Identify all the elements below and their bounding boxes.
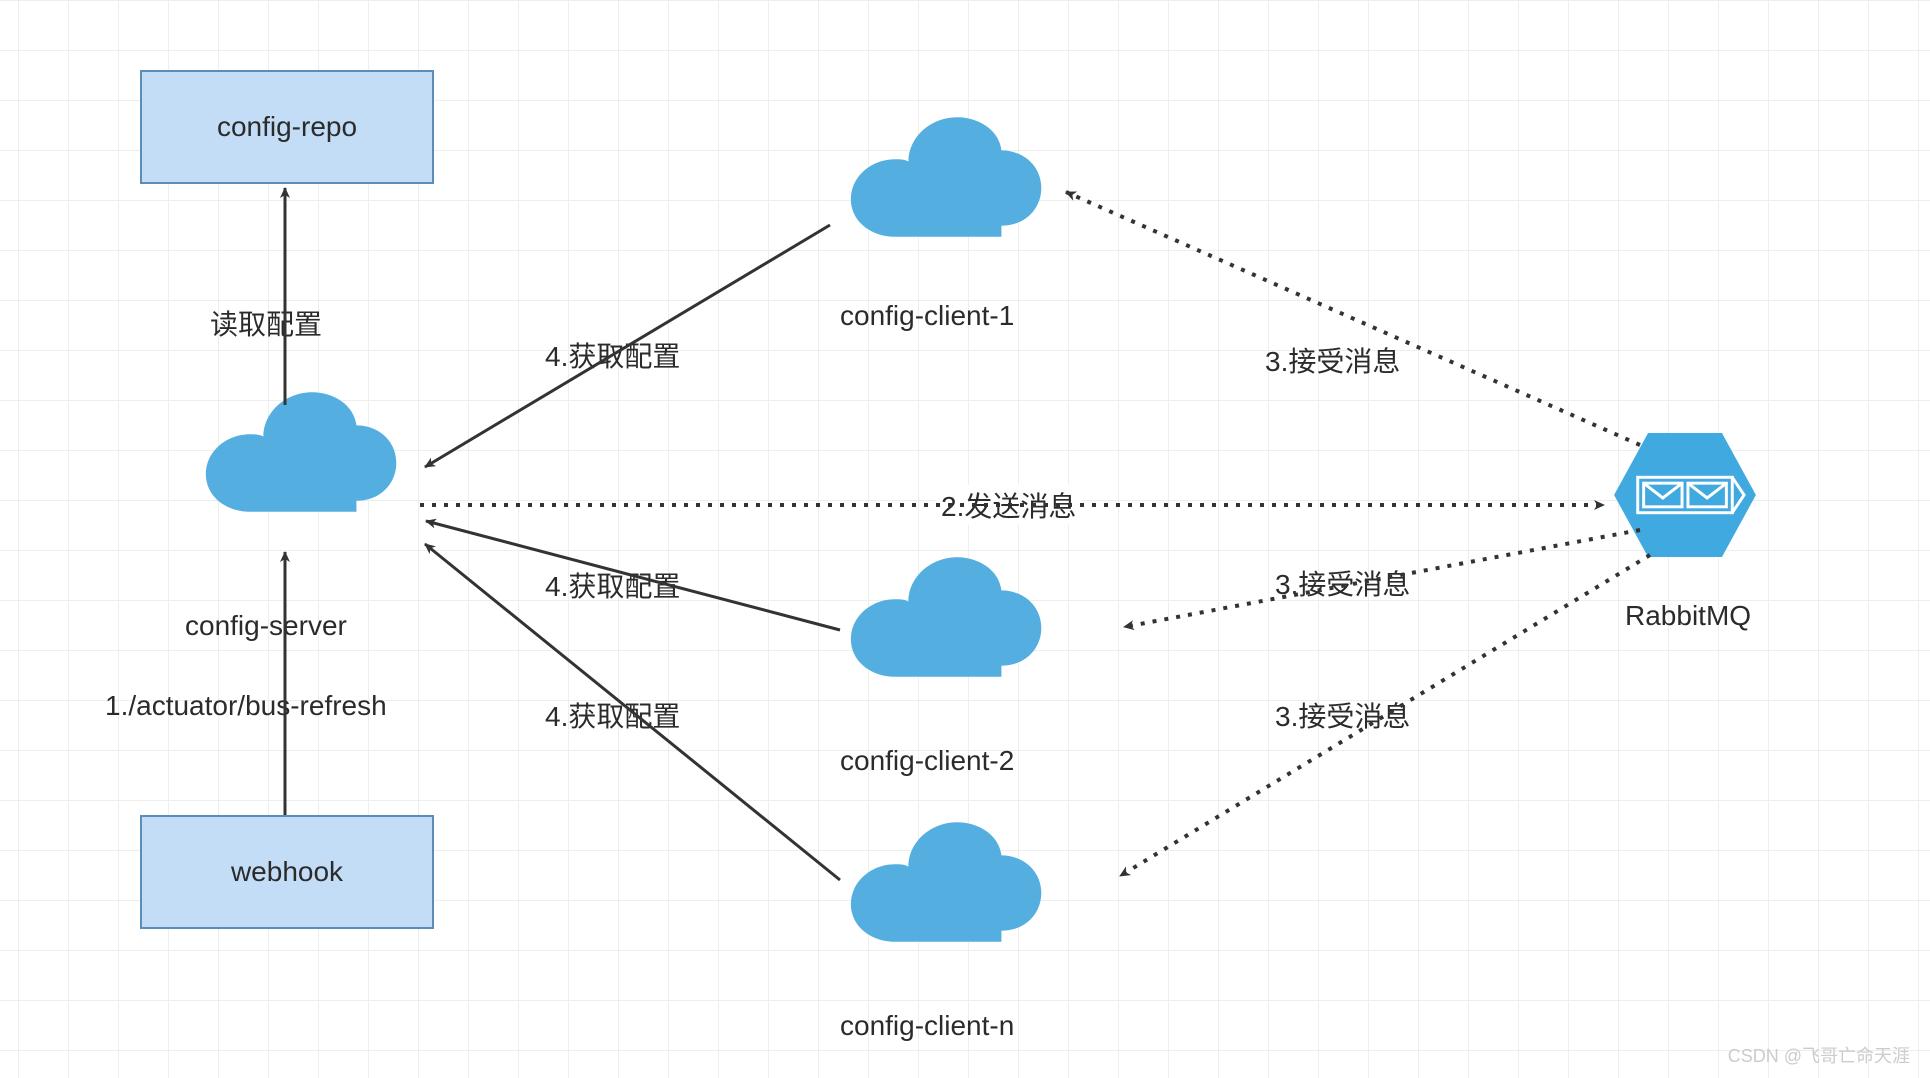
cloud-icon [820,555,1050,710]
cloud-icon [820,115,1050,270]
node-config-repo-label: config-repo [217,111,357,143]
node-rabbitmq [1610,430,1760,565]
node-client-n [820,820,1050,980]
hexagon-icon [1610,430,1760,560]
node-webhook-label: webhook [231,856,343,888]
edge-label-recv-2: 3.接受消息 [1275,563,1410,603]
cloud-icon [175,390,405,545]
edge-label-recv-3: 3.接受消息 [1275,695,1410,735]
node-client-1 [820,115,1050,275]
edge-label-get-2: 4.获取配置 [545,565,680,605]
diagram-canvas: config-repo webhook config-server config… [0,0,1930,1078]
edge-label-get-1: 4.获取配置 [545,335,680,375]
node-config-server-label: config-server [185,610,347,642]
node-config-repo: config-repo [140,70,434,184]
node-config-server [175,390,405,550]
watermark: CSDN @飞哥亡命天涯 [1728,1042,1910,1068]
node-webhook: webhook [140,815,434,929]
edge-line [1066,192,1640,445]
edge-label-get-3: 4.获取配置 [545,695,680,735]
node-client-2-label: config-client-2 [840,745,1014,777]
cloud-icon [820,820,1050,975]
edge-label-recv-1: 3.接受消息 [1265,340,1400,380]
node-rabbitmq-label: RabbitMQ [1625,600,1751,632]
node-client-n-label: config-client-n [840,1010,1014,1042]
node-client-2 [820,555,1050,715]
edge-label-bus-refresh: 1./actuator/bus-refresh [105,690,387,722]
edge-label-send-msg: 2.发送消息 [935,485,1082,525]
node-client-1-label: config-client-1 [840,300,1014,332]
edge-label-read-config: 读取配置 [210,303,322,343]
